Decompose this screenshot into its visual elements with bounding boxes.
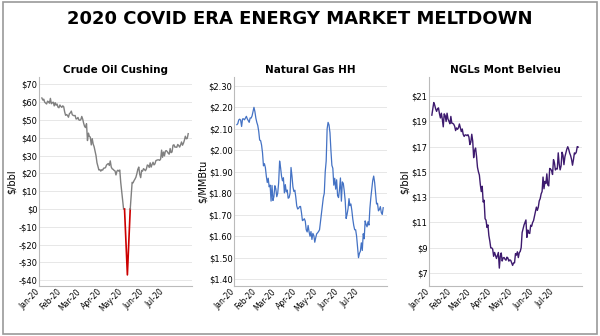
Title: Natural Gas HH: Natural Gas HH: [265, 65, 356, 75]
Y-axis label: $/bbl: $/bbl: [7, 169, 17, 194]
Title: Crude Oil Cushing: Crude Oil Cushing: [63, 65, 168, 75]
Y-axis label: $/MMBtu: $/MMBtu: [197, 160, 208, 203]
Y-axis label: $/bbl: $/bbl: [400, 169, 410, 194]
Text: 2020 COVID ERA ENERGY MARKET MELTDOWN: 2020 COVID ERA ENERGY MARKET MELTDOWN: [67, 10, 533, 28]
Title: NGLs Mont Belvieu: NGLs Mont Belvieu: [450, 65, 561, 75]
